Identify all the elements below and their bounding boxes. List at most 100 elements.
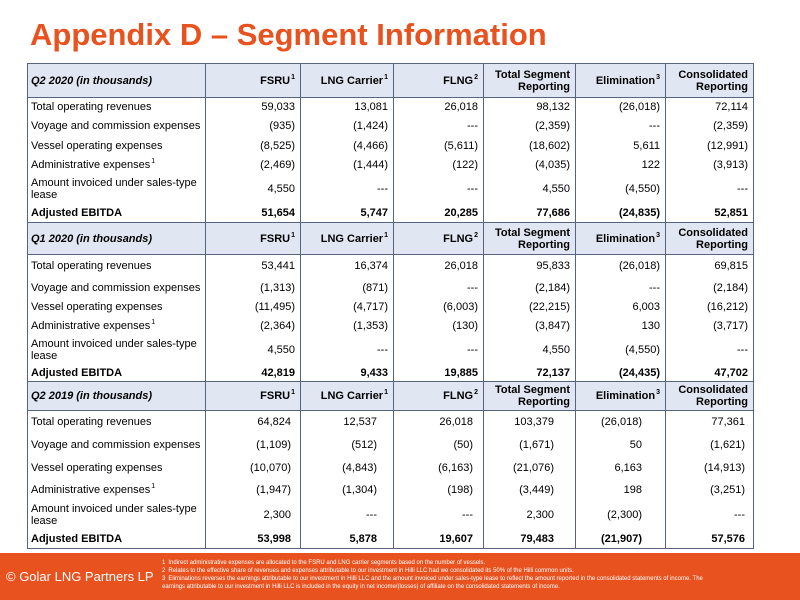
row-label-text: Administrative expenses (31, 159, 151, 171)
elimination-value: 122 (575, 155, 666, 175)
table-row-vessel-operating-expenses: Vessel operating expenses (11,495) (4,717)… (27, 297, 754, 317)
flng-value: (6,003) (393, 297, 484, 317)
row-label: Amount invoiced under sales-type lease (27, 174, 206, 204)
fsru-value: (2,364) (205, 316, 301, 336)
footnote-ref: 1 (384, 231, 388, 239)
lng-carrier-value: (1,424) (300, 115, 394, 137)
column-header-flng: FLNG2 (393, 222, 484, 255)
footnote-ref: 1 (291, 389, 295, 396)
elimination-value: 5,611 (575, 136, 666, 156)
consolidated-reporting-value: (2,359) (665, 115, 754, 137)
total-segment-reporting-value: 72,137 (483, 364, 576, 382)
row-label-text: Total operating revenues (31, 100, 152, 113)
footnote-ref: 2 (474, 231, 478, 239)
consolidated-reporting-value: 47,702 (665, 364, 754, 382)
row-label-text: Adjusted EBITDA (31, 366, 123, 379)
column-header-fsru: FSRU1 (205, 381, 301, 411)
table-row-voyage-and-commission-expenses: Voyage and commission expenses (1,313) (87… (27, 277, 754, 298)
flng-value: (6,163) (393, 456, 484, 480)
footnote-ref: 1 (291, 73, 295, 81)
fsru-value: 2,300 (205, 500, 301, 530)
fsru-value: (1,109) (205, 433, 301, 457)
total-segment-reporting-value: (21,076) (483, 456, 576, 480)
flng-value: 19,607 (393, 529, 484, 549)
elimination-value: (2,300) (575, 500, 666, 530)
column-header-lng-carrier: LNG Carrier1 (300, 63, 394, 98)
column-header-label: FSRU (260, 232, 291, 245)
total-segment-reporting-value: (2,184) (483, 277, 576, 298)
total-segment-reporting-value: 103,379 (483, 410, 576, 434)
column-header-elimination: Elimination3 (575, 381, 666, 411)
consolidated-reporting-value: --- (665, 500, 754, 530)
column-header-label: FSRU (260, 390, 291, 402)
lng-carrier-value: --- (300, 174, 394, 204)
lng-carrier-value: (512) (300, 433, 394, 457)
row-label: Total operating revenues (27, 254, 206, 278)
fsru-value: 4,550 (205, 174, 301, 204)
flng-value: 26,018 (393, 410, 484, 434)
fsru-value: 59,033 (205, 97, 301, 116)
row-label-text: Voyage and commission expenses (31, 439, 201, 451)
elimination-value: 6,003 (575, 297, 666, 317)
row-label-text: Voyage and commission expenses (31, 120, 201, 132)
flng-value: (50) (393, 433, 484, 457)
flng-value: --- (393, 174, 484, 204)
footnote-ref: 3 (656, 389, 660, 396)
row-label-text: Administrative expenses (31, 320, 151, 332)
column-header-label: FLNG (443, 390, 474, 402)
table-row-amount-invoiced-under-sales-type-lease: Amount invoiced under sales-type lease 4,… (27, 174, 754, 204)
lng-carrier-value: (1,353) (300, 316, 394, 336)
footnote-number: 3 (162, 576, 166, 582)
table-row-voyage-and-commission-expenses: Voyage and commission expenses (1,109) (51… (27, 433, 754, 457)
lng-carrier-value: 13,081 (300, 97, 394, 116)
table-row-adjusted-ebitda: Adjusted EBITDA 51,654 5,747 20,285 77,686 (2… (27, 203, 754, 223)
footnote: 2 Relates to the effective share of reven… (162, 567, 718, 575)
consolidated-reporting-value: 77,361 (665, 410, 754, 434)
elimination-value: 50 (575, 433, 666, 457)
copyright-notice: © Golar LNG Partners LP (6, 569, 154, 584)
section-header-row: Q2 2020 (in thousands) FSRU1 LNG Carrier1 F… (27, 63, 754, 98)
row-label: Adjusted EBITDA (27, 364, 206, 382)
total-segment-reporting-value: (2,359) (483, 115, 576, 137)
fsru-value: 53,441 (205, 254, 301, 278)
footnote-ref: 1 (151, 319, 156, 326)
fsru-value: (8,525) (205, 136, 301, 156)
flng-value: 26,018 (393, 254, 484, 278)
elimination-value: (24,835) (575, 203, 666, 223)
page-title: Appendix D – Segment Information (30, 17, 547, 52)
flng-value: --- (393, 500, 484, 530)
column-header-label: Consolidated Reporting (678, 68, 748, 93)
row-label-text: Amount invoiced under sales-type lease (31, 338, 197, 362)
column-header-elimination: Elimination3 (575, 63, 666, 98)
elimination-value: (4,550) (575, 174, 666, 204)
flng-value: --- (393, 277, 484, 298)
row-label: Voyage and commission expenses (27, 277, 206, 298)
column-header-label: FLNG (443, 74, 474, 87)
lng-carrier-value: (4,717) (300, 297, 394, 317)
row-label: Amount invoiced under sales-type lease (27, 500, 206, 530)
consolidated-reporting-value: (16,212) (665, 297, 754, 317)
lng-carrier-value: (1,444) (300, 155, 394, 175)
consolidated-reporting-value: (3,717) (665, 316, 754, 336)
row-label: Administrative expenses1 (27, 155, 206, 175)
elimination-value: (26,018) (575, 410, 666, 434)
elimination-value: (26,018) (575, 254, 666, 278)
footnote-ref: 3 (656, 231, 660, 239)
consolidated-reporting-value: --- (665, 174, 754, 204)
elimination-value: 6,163 (575, 456, 666, 480)
table-row-adjusted-ebitda: Adjusted EBITDA 53,998 5,878 19,607 79,483 (2… (27, 529, 754, 549)
consolidated-reporting-value: 69,815 (665, 254, 754, 278)
total-segment-reporting-value: 95,833 (483, 254, 576, 278)
consolidated-reporting-value: (3,913) (665, 155, 754, 175)
section-q2-2019-in-thousands: Q2 2019 (in thousands) FSRU1 LNG Carrier1 F… (27, 381, 754, 549)
footnote-text: Eliminations reverses the earnings attri… (162, 576, 703, 590)
column-header-consolidated-reporting: Consolidated Reporting (665, 381, 754, 411)
table-row-total-operating-revenues: Total operating revenues 59,033 13,081 26,0… (27, 97, 754, 116)
section-q2-2020-in-thousands: Q2 2020 (in thousands) FSRU1 LNG Carrier1 F… (27, 63, 754, 223)
row-label-text: Total operating revenues (31, 416, 152, 429)
column-header-label: Elimination (595, 232, 656, 245)
footnote-ref: 1 (151, 483, 156, 490)
lng-carrier-value: (4,843) (300, 456, 394, 480)
lng-carrier-value: --- (300, 500, 394, 530)
row-label-text: Vessel operating expenses (31, 462, 163, 474)
